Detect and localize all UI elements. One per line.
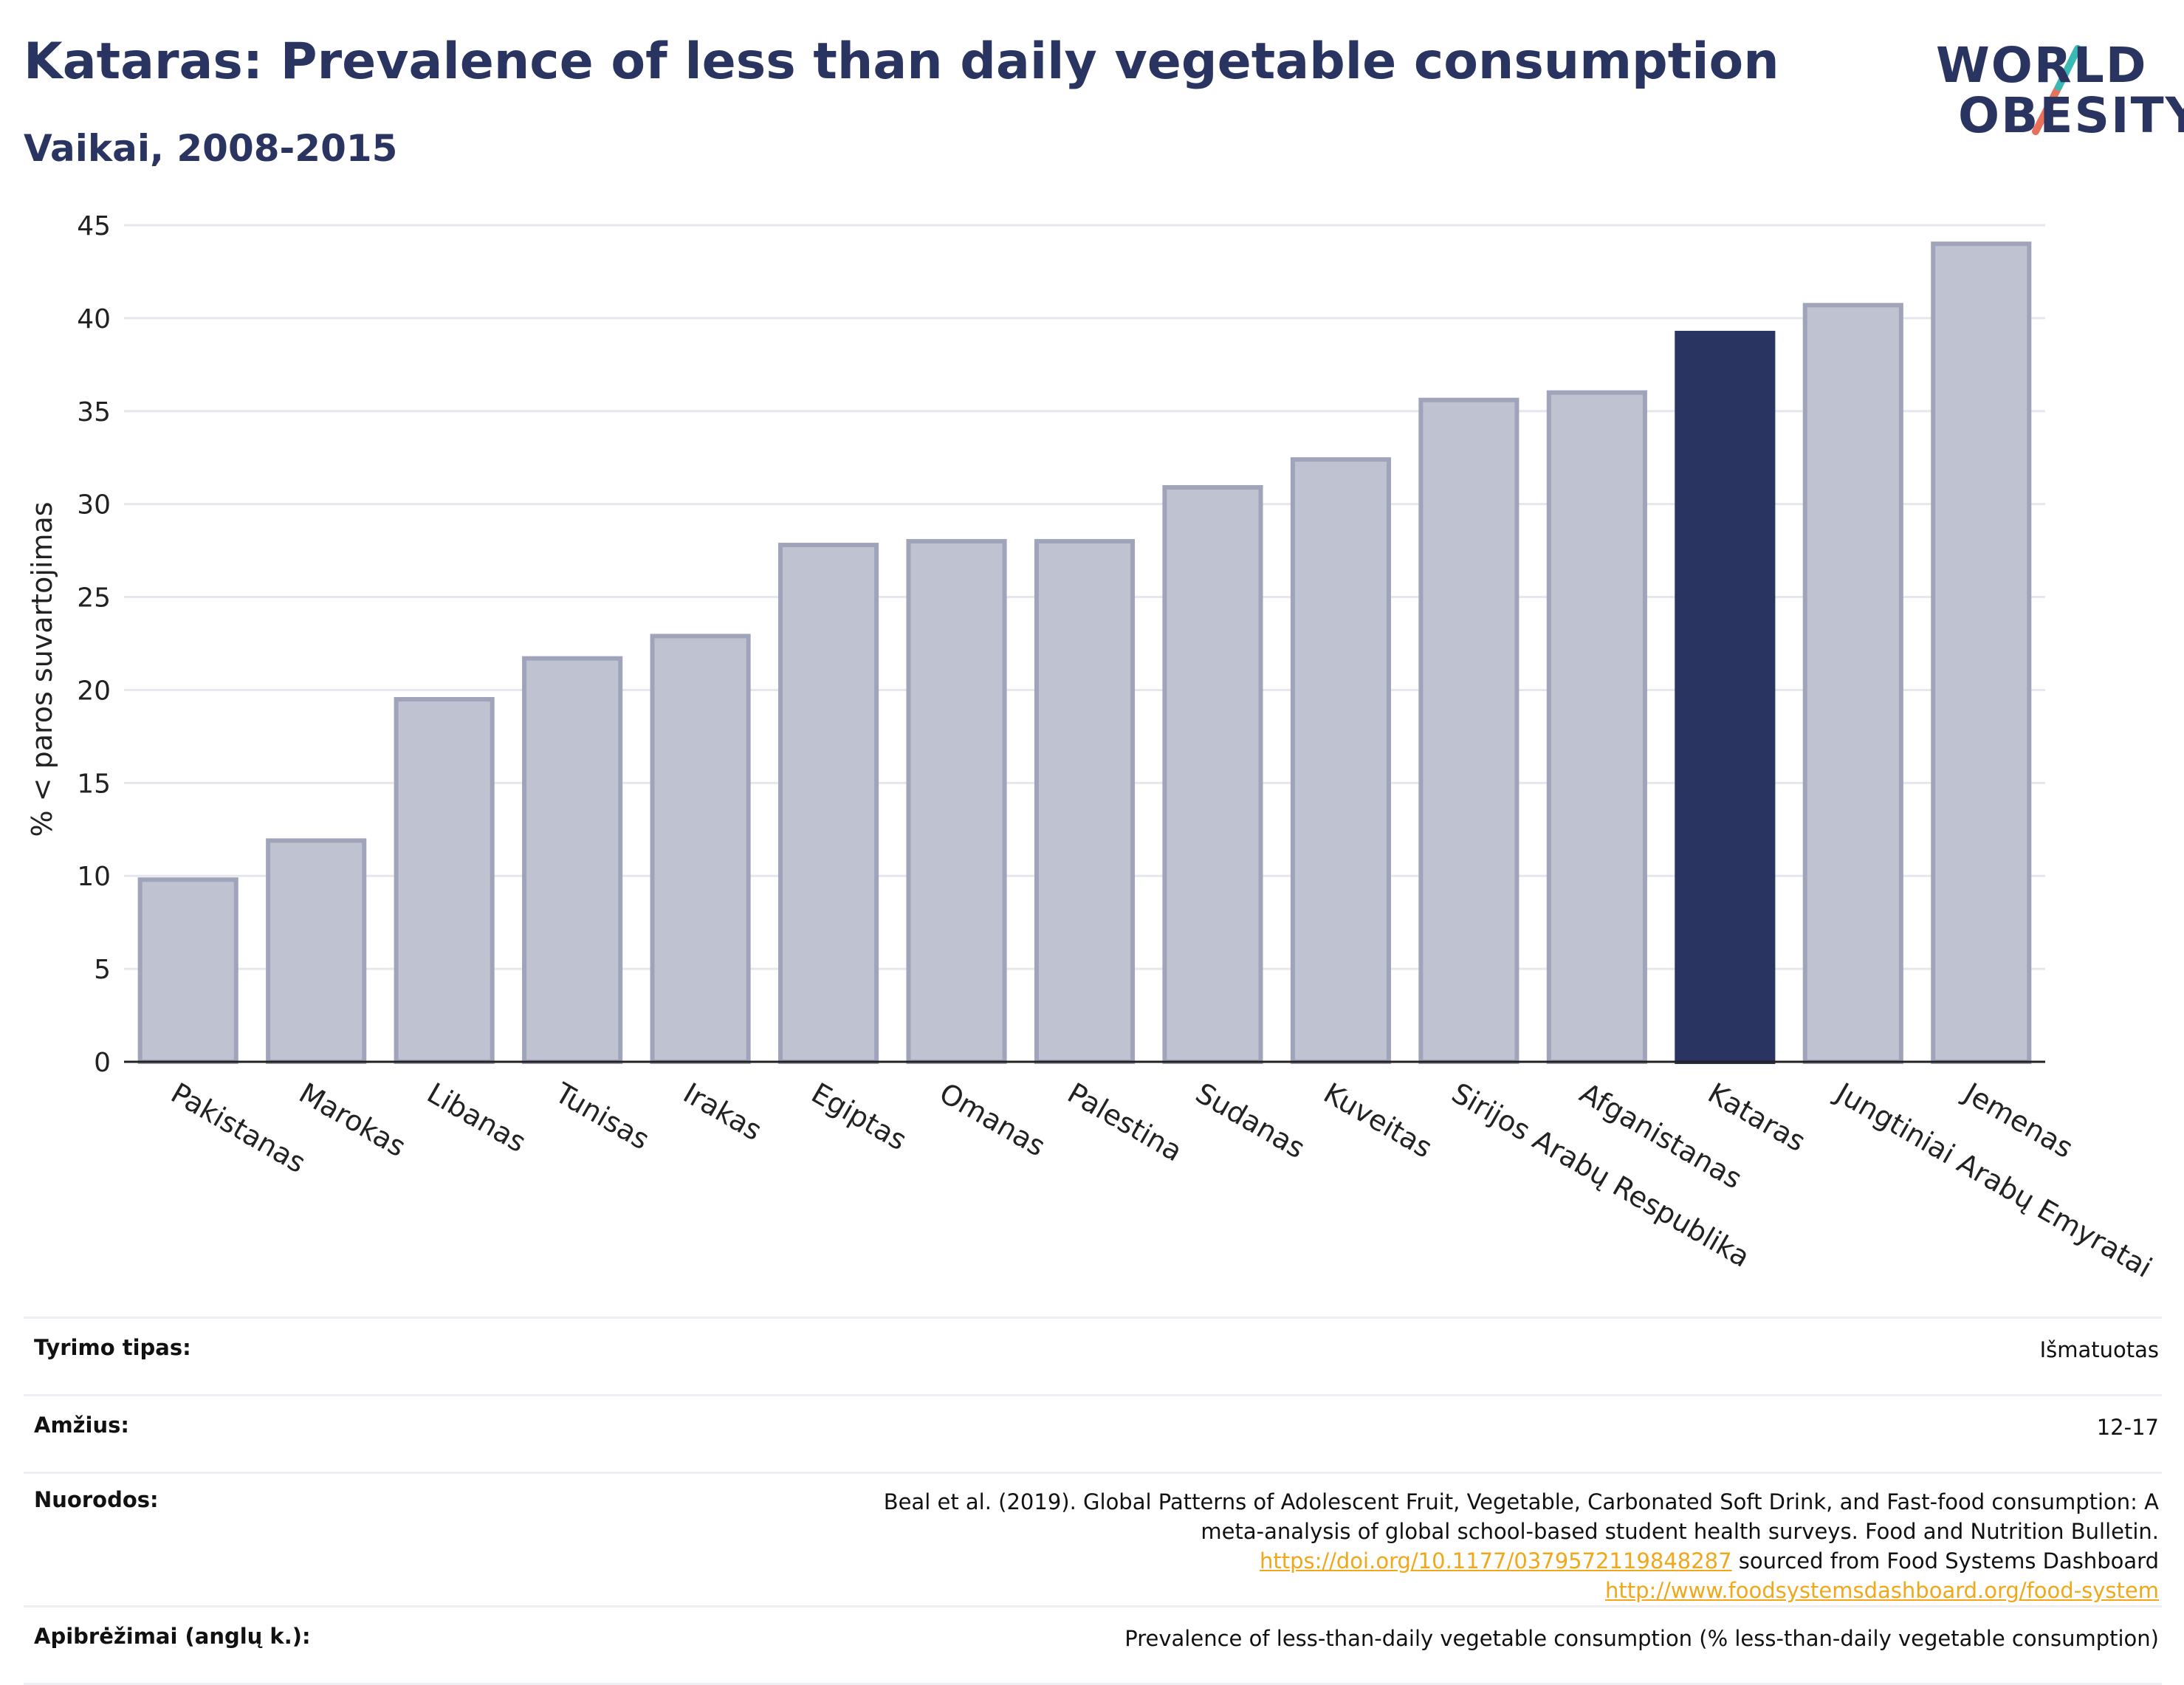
bar-kataras[interactable] <box>1675 331 1776 1064</box>
x-tick-label: Libanas <box>422 1077 532 1159</box>
bar-egiptas[interactable] <box>778 543 879 1064</box>
bar-pakistanas[interactable] <box>137 877 238 1064</box>
y-axis-ticks: 0 5 10 15 20 25 30 35 40 45 <box>77 211 111 1078</box>
bar-afganistanas[interactable] <box>1546 390 1647 1065</box>
age-label: Amžius: <box>24 1394 314 1473</box>
bar-palestina[interactable] <box>1034 539 1136 1064</box>
bar-irakas[interactable] <box>650 634 751 1064</box>
references-label: Nuorodos: <box>24 1472 314 1607</box>
bar-marokas[interactable] <box>266 838 367 1065</box>
x-tick-label: Irakas <box>678 1077 767 1147</box>
definitions-label: Apibrėžimai (anglų k.): <box>24 1605 314 1685</box>
meta-row-definitions: Apibrėžimai (anglų k.): Prevalence of le… <box>24 1605 2162 1685</box>
y-tick-label: 35 <box>77 397 111 428</box>
page-title: Kataras: Prevalence of less than daily v… <box>24 32 1779 91</box>
logo-line-2: OBESITY <box>1958 87 2184 144</box>
x-tick-label: Kataras <box>1703 1077 1811 1158</box>
y-tick-label: 25 <box>77 583 111 614</box>
meta-row-study-type: Tyrimo tipas: Išmatuotas <box>24 1317 2162 1396</box>
age-value: 12-17 <box>313 1394 2162 1473</box>
definitions-value: Prevalence of less-than-daily vegetable … <box>313 1605 2162 1685</box>
x-tick-label: Tunisas <box>549 1076 655 1156</box>
dashboard-link[interactable]: http://www.foodsystemsdashboard.org/food… <box>1605 1578 2159 1603</box>
y-tick-label: 45 <box>77 211 111 241</box>
bar-sirijos-arabų-respublika[interactable] <box>1418 397 1519 1065</box>
references-value: Beal et al. (2019). Global Patterns of A… <box>313 1472 2162 1607</box>
meta-row-age: Amžius: 12-17 <box>24 1394 2162 1473</box>
world-obesity-logo[interactable]: WORLD OBESITY <box>1920 22 2184 155</box>
y-tick-label: 15 <box>77 769 111 799</box>
page-subtitle: Vaikai, 2008-2015 <box>24 127 398 170</box>
x-tick-label: Pakistanas <box>165 1077 311 1179</box>
y-tick-label: 10 <box>77 862 111 892</box>
x-tick-label: Egiptas <box>806 1077 913 1157</box>
x-tick-label: Omanas <box>934 1077 1051 1163</box>
y-axis-label: % < paros suvartojimas <box>26 501 58 837</box>
bar-tunisas[interactable] <box>522 656 623 1064</box>
bar-libanas[interactable] <box>394 697 495 1064</box>
bar-jemenas[interactable] <box>1931 241 2032 1065</box>
meta-row-references: Nuorodos: Beal et al. (2019). Global Pat… <box>24 1472 2162 1607</box>
study-type-value: Išmatuotas <box>313 1317 2162 1396</box>
references-text-2: sourced from Food Systems Dashboard <box>1738 1548 2159 1574</box>
bar-jungtiniai-arabų-emyratai[interactable] <box>1802 303 1903 1065</box>
study-type-label: Tyrimo tipas: <box>24 1317 314 1396</box>
logo-line-1: WORLD <box>1936 37 2148 94</box>
x-tick-label: Palestina <box>1062 1077 1188 1168</box>
bar-kuveitas[interactable] <box>1290 457 1391 1064</box>
references-text: Beal et al. (2019). Global Patterns of A… <box>883 1489 2159 1544</box>
logo-slash-icon <box>2032 45 2081 135</box>
bar-omanas[interactable] <box>906 539 1007 1064</box>
y-tick-label: 30 <box>77 490 111 521</box>
y-tick-label: 5 <box>94 955 111 985</box>
metadata-table: Tyrimo tipas: Išmatuotas Amžius: 12-17 N… <box>24 1317 2162 1685</box>
y-tick-label: 20 <box>77 676 111 706</box>
x-tick-label: Kuveitas <box>1318 1077 1438 1164</box>
x-tick-label: Marokas <box>294 1077 411 1163</box>
x-tick-label: Sudanas <box>1190 1077 1311 1164</box>
bar-sudanas[interactable] <box>1162 485 1263 1064</box>
y-tick-label: 40 <box>77 304 111 334</box>
bars <box>137 241 2032 1065</box>
y-tick-label: 0 <box>94 1048 111 1078</box>
doi-link[interactable]: https://doi.org/10.1177/0379572119848287 <box>1259 1548 1732 1574</box>
